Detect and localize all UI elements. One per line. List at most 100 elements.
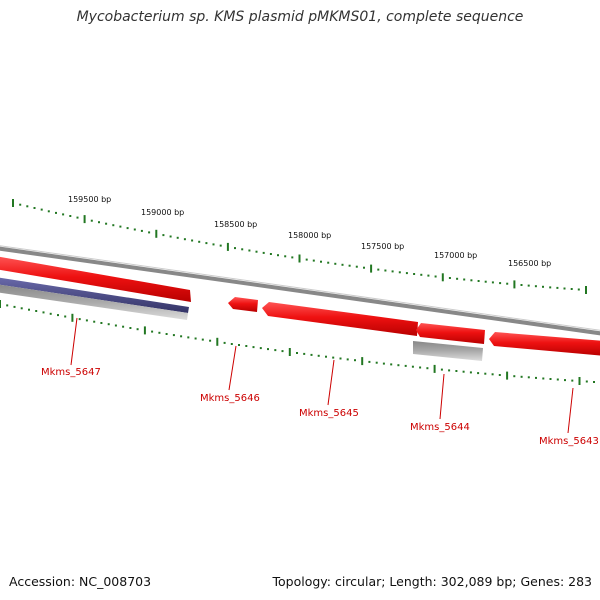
backbone-line — [0, 246, 600, 336]
inner-minor-tick — [100, 322, 103, 324]
outer-minor-tick — [363, 266, 365, 269]
gene-label-mkms-5645[interactable]: Mkms_5645 — [299, 408, 359, 419]
inner-major-tick — [143, 326, 146, 335]
inner-minor-tick — [419, 366, 422, 369]
inner-minor-tick — [158, 331, 161, 334]
outer-minor-tick — [55, 211, 57, 214]
outer-major-tick — [226, 242, 229, 251]
outer-minor-tick — [69, 215, 72, 217]
leader-mkms-5645 — [327, 359, 335, 406]
inner-minor-tick — [440, 368, 443, 371]
inner-minor-tick — [310, 353, 313, 356]
outer-minor-tick — [262, 251, 265, 254]
outer-scale-ticks — [12, 199, 587, 294]
outer-minor-tick — [40, 208, 43, 211]
outer-minor-tick — [33, 207, 36, 209]
inner-major-tick — [0, 300, 1, 308]
outer-minor-tick — [241, 248, 244, 251]
outer-minor-tick — [255, 250, 258, 253]
inner-minor-tick — [303, 352, 306, 355]
outer-major-tick — [12, 199, 14, 207]
outer-minor-tick — [420, 273, 423, 276]
leader-mkms-5646 — [228, 345, 237, 391]
inner-minor-tick — [491, 373, 494, 376]
inner-minor-tick — [455, 370, 458, 372]
inner-minor-tick — [165, 333, 168, 335]
outer-minor-tick — [284, 255, 287, 258]
outer-minor-tick — [434, 275, 437, 278]
outer-minor-tick — [320, 260, 322, 263]
outer-minor-tick — [90, 219, 93, 222]
inner-minor-tick — [129, 327, 132, 329]
inner-minor-tick — [354, 359, 356, 362]
inner-minor-tick — [332, 356, 335, 359]
outer-minor-tick — [98, 221, 100, 224]
gene-arrow-mkms-5644[interactable] — [413, 341, 483, 361]
inner-minor-tick — [346, 358, 349, 361]
outer-minor-tick — [577, 288, 580, 291]
inner-minor-tick — [585, 380, 588, 383]
inner-major-tick — [433, 364, 436, 373]
gene-arrow-grey-left[interactable] — [0, 284, 188, 320]
inner-minor-tick — [49, 312, 52, 315]
outer-minor-tick — [105, 222, 108, 225]
outer-minor-tick — [391, 270, 394, 273]
outer-minor-tick — [398, 271, 401, 274]
outer-minor-tick — [277, 254, 279, 257]
inner-minor-tick — [390, 363, 393, 366]
inner-minor-tick — [368, 360, 371, 363]
inner-minor-tick — [513, 375, 516, 378]
inner-minor-tick — [151, 330, 154, 333]
tick-label-157500: 157500 bp — [361, 242, 404, 251]
inner-minor-tick — [180, 335, 183, 338]
inner-minor-tick — [13, 305, 16, 308]
outer-minor-tick — [427, 274, 430, 277]
inner-major-tick — [288, 348, 291, 356]
backbone-highlight — [0, 245, 600, 331]
topology-summary: Topology: circular; Length: 302,089 bp; … — [272, 574, 593, 589]
inner-major-tick — [71, 313, 74, 322]
outer-major-tick — [370, 264, 373, 273]
gene-arrow-mkms-5646[interactable] — [228, 297, 258, 312]
gene-arrow-mkms-5644-top[interactable] — [416, 323, 485, 344]
inner-minor-tick — [382, 362, 385, 365]
inner-minor-tick — [556, 378, 559, 381]
inner-minor-tick — [564, 379, 566, 382]
outer-minor-tick — [327, 261, 330, 264]
gene-arrow-blue[interactable] — [0, 277, 189, 313]
gene-label-mkms-5647[interactable]: Mkms_5647 — [41, 367, 101, 378]
inner-minor-tick — [593, 381, 595, 383]
inner-minor-tick — [57, 314, 59, 317]
outer-minor-tick — [563, 287, 566, 290]
inner-minor-tick — [28, 308, 30, 311]
leader-mkms-5647 — [70, 317, 78, 366]
tick-label-159000: 159000 bp — [141, 208, 184, 217]
inner-minor-tick — [201, 338, 204, 341]
outer-minor-tick — [556, 286, 559, 289]
outer-minor-tick — [384, 269, 387, 272]
outer-minor-tick — [377, 268, 380, 271]
gene-label-mkms-5644[interactable]: Mkms_5644 — [410, 422, 470, 433]
outer-minor-tick — [520, 284, 523, 286]
outer-minor-tick — [191, 239, 194, 242]
outer-minor-tick — [499, 282, 502, 285]
inner-minor-tick — [325, 355, 327, 358]
outer-minor-tick — [477, 280, 480, 282]
gene-labels: Mkms_5647 Mkms_5646 Mkms_5645 Mkms_5644 … — [41, 367, 599, 447]
gene-arrow-forward-left[interactable] — [0, 256, 191, 302]
outer-minor-tick — [549, 286, 552, 289]
accession-text: Accession: NC_008703 — [9, 574, 152, 589]
gene-label-mkms-5643[interactable]: Mkms_5643 — [539, 436, 599, 447]
gene-arrow-mkms-5645[interactable] — [262, 302, 418, 336]
gene-arrow-mkms-5643[interactable] — [489, 332, 600, 356]
outer-minor-tick — [334, 262, 337, 265]
outer-minor-tick — [76, 216, 79, 219]
tick-label-157000: 157000 bp — [434, 251, 477, 260]
inner-major-tick — [506, 371, 509, 380]
outer-minor-tick — [413, 273, 416, 275]
inner-minor-tick — [64, 315, 67, 318]
outer-minor-tick — [119, 225, 122, 228]
outer-minor-tick — [162, 234, 165, 237]
inner-minor-tick — [223, 341, 226, 344]
gene-label-mkms-5646[interactable]: Mkms_5646 — [200, 393, 260, 404]
